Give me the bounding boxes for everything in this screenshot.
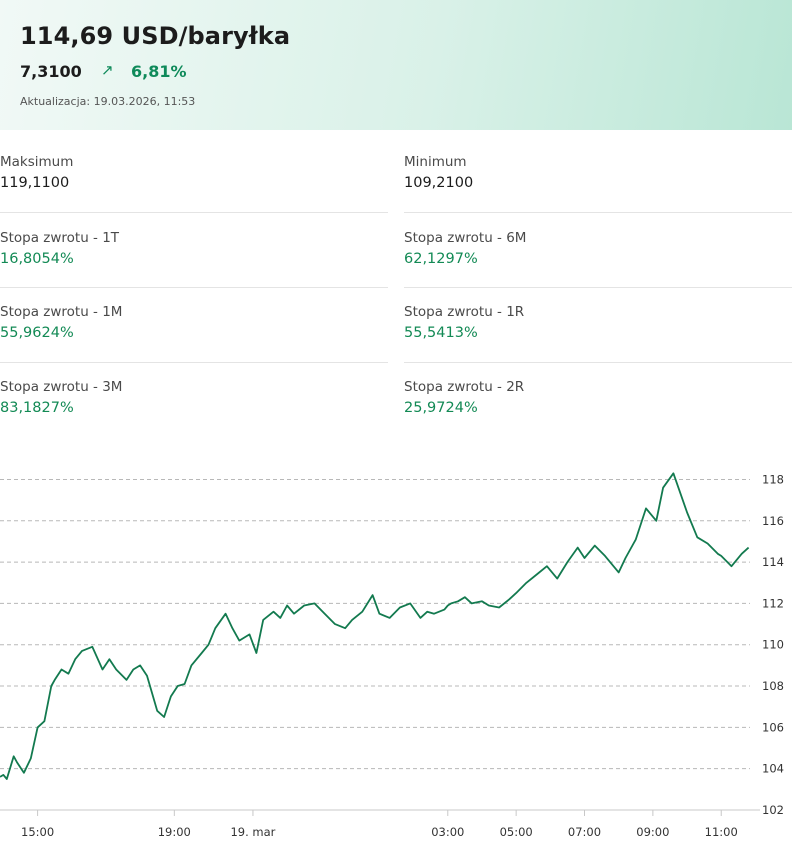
y-tick-label: 106	[762, 720, 784, 734]
stat-value: 109,2100	[404, 175, 474, 191]
stat-return-2r: Stopa zwrotu - 2R 25,9724%	[404, 379, 792, 416]
stat-minimum: Minimum 109,2100	[404, 154, 792, 191]
price-title: 114,69 USD/baryłka	[20, 22, 291, 50]
stat-return-3m: Stopa zwrotu - 3M 83,1827%	[0, 379, 388, 416]
stat-return-1m: Stopa zwrotu - 1M 55,9624%	[0, 304, 388, 341]
stat-return-1r: Stopa zwrotu - 1R 55,5413%	[404, 304, 792, 341]
stat-label: Stopa zwrotu - 1R	[404, 304, 525, 320]
x-tick-label: 15:00	[21, 825, 54, 839]
y-tick-label: 112	[762, 596, 784, 610]
update-timestamp: Aktualizacja: 19.03.2026, 11:53	[20, 95, 196, 108]
stat-value: 119,1100	[0, 175, 70, 191]
stat-value: 25,9724%	[404, 400, 478, 416]
stat-label: Stopa zwrotu - 1M	[0, 304, 123, 320]
y-tick-label: 110	[762, 638, 784, 652]
arrow-up-right-icon: ↗	[101, 61, 114, 79]
stat-return-1t: Stopa zwrotu - 1T 16,8054%	[0, 230, 388, 267]
divider	[0, 362, 388, 363]
stat-value: 55,9624%	[0, 325, 74, 341]
y-tick-label: 102	[762, 803, 784, 817]
y-tick-label: 118	[762, 472, 784, 486]
divider	[404, 212, 792, 213]
x-tick-label: 03:00	[431, 825, 464, 839]
stat-label: Minimum	[404, 154, 467, 170]
stat-label: Stopa zwrotu - 2R	[404, 379, 525, 395]
x-tick-label: 05:00	[500, 825, 533, 839]
y-tick-label: 114	[762, 555, 784, 569]
change-absolute: 7,3100	[20, 62, 82, 81]
divider	[404, 287, 792, 288]
x-tick-label: 11:00	[705, 825, 738, 839]
x-tick-label: 07:00	[568, 825, 601, 839]
stat-maximum: Maksimum 119,1100	[0, 154, 388, 191]
stat-label: Stopa zwrotu - 1T	[0, 230, 120, 246]
quote-header: 114,69 USD/baryłka 7,3100 ↗ 6,81% Aktual…	[0, 0, 792, 130]
change-percent: 6,81%	[131, 62, 187, 81]
stat-value: 83,1827%	[0, 400, 74, 416]
stat-label: Stopa zwrotu - 6M	[404, 230, 527, 246]
x-tick-label: 19. mar	[230, 825, 275, 839]
stat-label: Maksimum	[0, 154, 74, 170]
stat-label: Stopa zwrotu - 3M	[0, 379, 123, 395]
stat-value: 55,5413%	[404, 325, 478, 341]
stat-value: 62,1297%	[404, 251, 478, 267]
x-tick-label: 19:00	[158, 825, 191, 839]
price-chart[interactable]: 102 104 106 108 110 112 114 116 118 15:00 19:00 19.…	[0, 465, 792, 865]
y-tick-label: 116	[762, 514, 784, 528]
stat-value: 16,8054%	[0, 251, 74, 267]
divider	[0, 287, 388, 288]
divider	[0, 212, 388, 213]
y-tick-label: 104	[762, 762, 784, 776]
price-line	[0, 472, 750, 780]
y-tick-label: 108	[762, 679, 784, 693]
stat-return-6m: Stopa zwrotu - 6M 62,1297%	[404, 230, 792, 267]
divider	[404, 362, 792, 363]
x-tick-label: 09:00	[636, 825, 669, 839]
